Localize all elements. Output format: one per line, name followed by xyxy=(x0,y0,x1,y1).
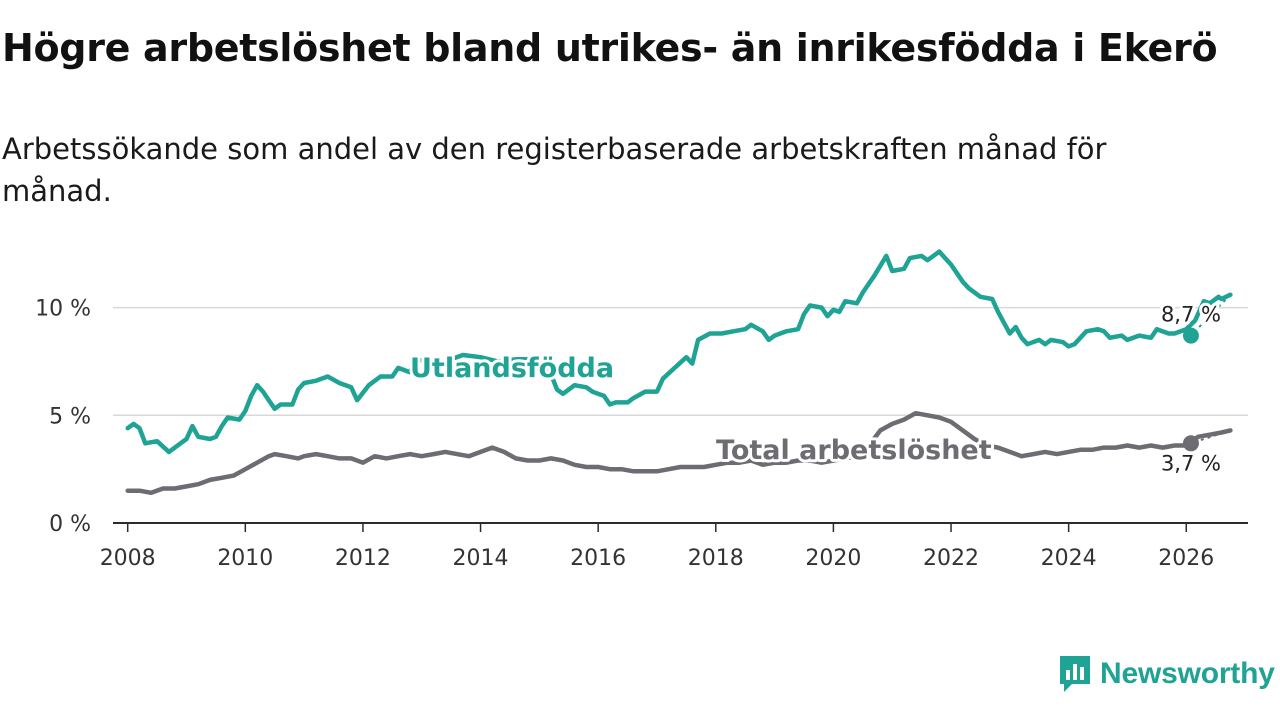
end-value-label-utlandsfodda: 8,7 % xyxy=(1161,303,1221,327)
chart-subtitle: Arbetssökande som andel av den registerb… xyxy=(2,132,1107,208)
x-tick-label: 2008 xyxy=(100,546,156,571)
x-tick-label: 2026 xyxy=(1158,546,1214,571)
brand-name: Newsworthy xyxy=(1100,657,1275,690)
x-tick-label: 2018 xyxy=(688,546,744,571)
newsworthy-logo-icon xyxy=(1060,656,1090,692)
series-line-utlandsfodda xyxy=(125,249,1233,455)
end-marker-total xyxy=(1182,435,1199,452)
newsworthy-logo: Newsworthy xyxy=(1058,654,1275,694)
chart-title: Högre arbetslöshet bland utrikes- än inr… xyxy=(2,26,1218,70)
x-tick-label: 2020 xyxy=(805,546,861,571)
y-tick-label: 0 % xyxy=(49,512,91,537)
x-tick-label: 2012 xyxy=(335,546,391,571)
y-axis-ticks: 0 % 5 % 10 % xyxy=(35,297,91,537)
x-axis-ticks: 2008 2010 2012 2014 2016 2018 2020 2022 2024 2026 xyxy=(100,522,1248,571)
x-tick-label: 2024 xyxy=(1041,546,1097,571)
y-tick-label: 5 % xyxy=(49,404,91,429)
series-lines xyxy=(125,249,1233,496)
end-marker-utlandsfodda xyxy=(1182,327,1199,344)
series-label-total: Total arbetslöshet xyxy=(716,435,992,466)
x-tick-label: 2010 xyxy=(217,546,273,571)
end-value-label-total: 3,7 % xyxy=(1161,451,1221,475)
x-tick-label: 2022 xyxy=(923,546,979,571)
x-tick-label: 2014 xyxy=(453,546,509,571)
gridlines xyxy=(113,306,1248,417)
x-tick-label: 2016 xyxy=(570,546,626,571)
y-tick-label: 10 % xyxy=(35,297,91,322)
series-label-utlandsfodda: Utlandsfödda xyxy=(410,353,614,384)
series-line-total xyxy=(125,410,1233,496)
series-labels: Utlandsfödda Total arbetslöshet 8,7 % 3,7 % xyxy=(407,293,1232,478)
end-connector xyxy=(1190,293,1232,337)
